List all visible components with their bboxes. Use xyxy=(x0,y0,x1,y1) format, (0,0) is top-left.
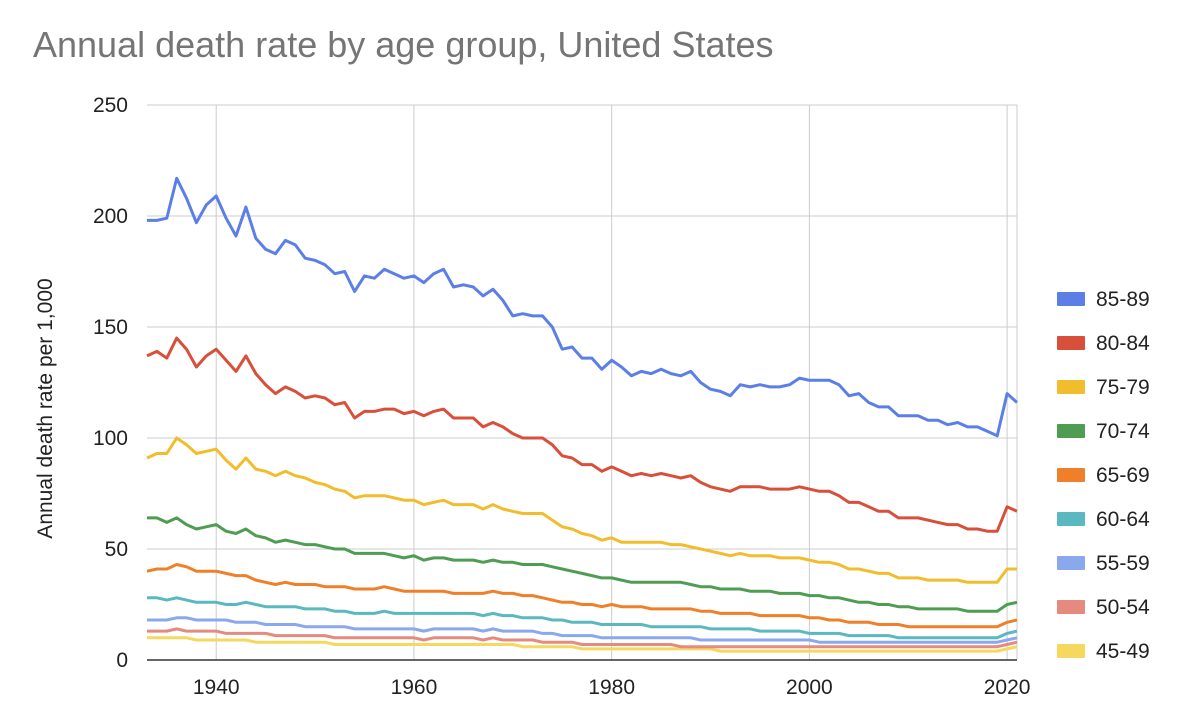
legend-label-70-74: 70-74 xyxy=(1096,420,1150,443)
x-tick-label: 2000 xyxy=(786,676,833,699)
legend-swatch-85-89 xyxy=(1057,292,1085,306)
legend-swatch-60-64 xyxy=(1057,512,1085,526)
x-tick-label: 1980 xyxy=(588,676,635,699)
series-line-75-79 xyxy=(146,436,1017,584)
legend-swatch-45-49 xyxy=(1057,644,1085,658)
series-line-80-84 xyxy=(146,336,1018,533)
chart-title: Annual death rate by age group, United S… xyxy=(33,24,774,65)
series-line-45-49 xyxy=(147,636,1018,653)
legend-label-80-84: 80-84 xyxy=(1096,332,1150,355)
legend-swatch-50-54 xyxy=(1057,600,1085,614)
legend-swatch-55-59 xyxy=(1057,556,1085,570)
legend-label-65-69: 65-69 xyxy=(1096,464,1150,487)
series-line-70-74 xyxy=(147,516,1018,613)
legend-label-85-89: 85-89 xyxy=(1096,288,1150,311)
series-line-60-64 xyxy=(147,596,1018,640)
legend-swatch-75-79 xyxy=(1057,380,1085,394)
series-line-85-89 xyxy=(147,176,1019,438)
y-tick-label: 200 xyxy=(93,205,128,228)
legend-swatch-70-74 xyxy=(1057,424,1085,438)
y-tick-label: 100 xyxy=(93,427,128,450)
series-line-55-59 xyxy=(147,616,1018,644)
x-tick-label: 1940 xyxy=(193,676,240,699)
legend-swatch-80-84 xyxy=(1057,336,1085,350)
y-tick-label: 0 xyxy=(116,649,128,672)
legend-swatch-65-69 xyxy=(1057,468,1085,482)
legend-label-50-54: 50-54 xyxy=(1096,596,1150,619)
y-tick-label: 250 xyxy=(93,94,128,117)
legend-label-75-79: 75-79 xyxy=(1096,376,1150,399)
series-line-50-54 xyxy=(147,627,1018,649)
y-tick-label: 50 xyxy=(105,538,128,561)
legend-label-60-64: 60-64 xyxy=(1096,508,1150,531)
legend-label-55-59: 55-59 xyxy=(1096,552,1150,575)
series-line-65-69 xyxy=(146,563,1018,629)
legend-label-45-49: 45-49 xyxy=(1096,640,1150,663)
x-tick-label: 1960 xyxy=(391,676,438,699)
x-tick-label: 2020 xyxy=(984,676,1031,699)
y-tick-label: 150 xyxy=(93,316,128,339)
y-axis-label: Annual death rate per 1,000 xyxy=(34,278,57,538)
